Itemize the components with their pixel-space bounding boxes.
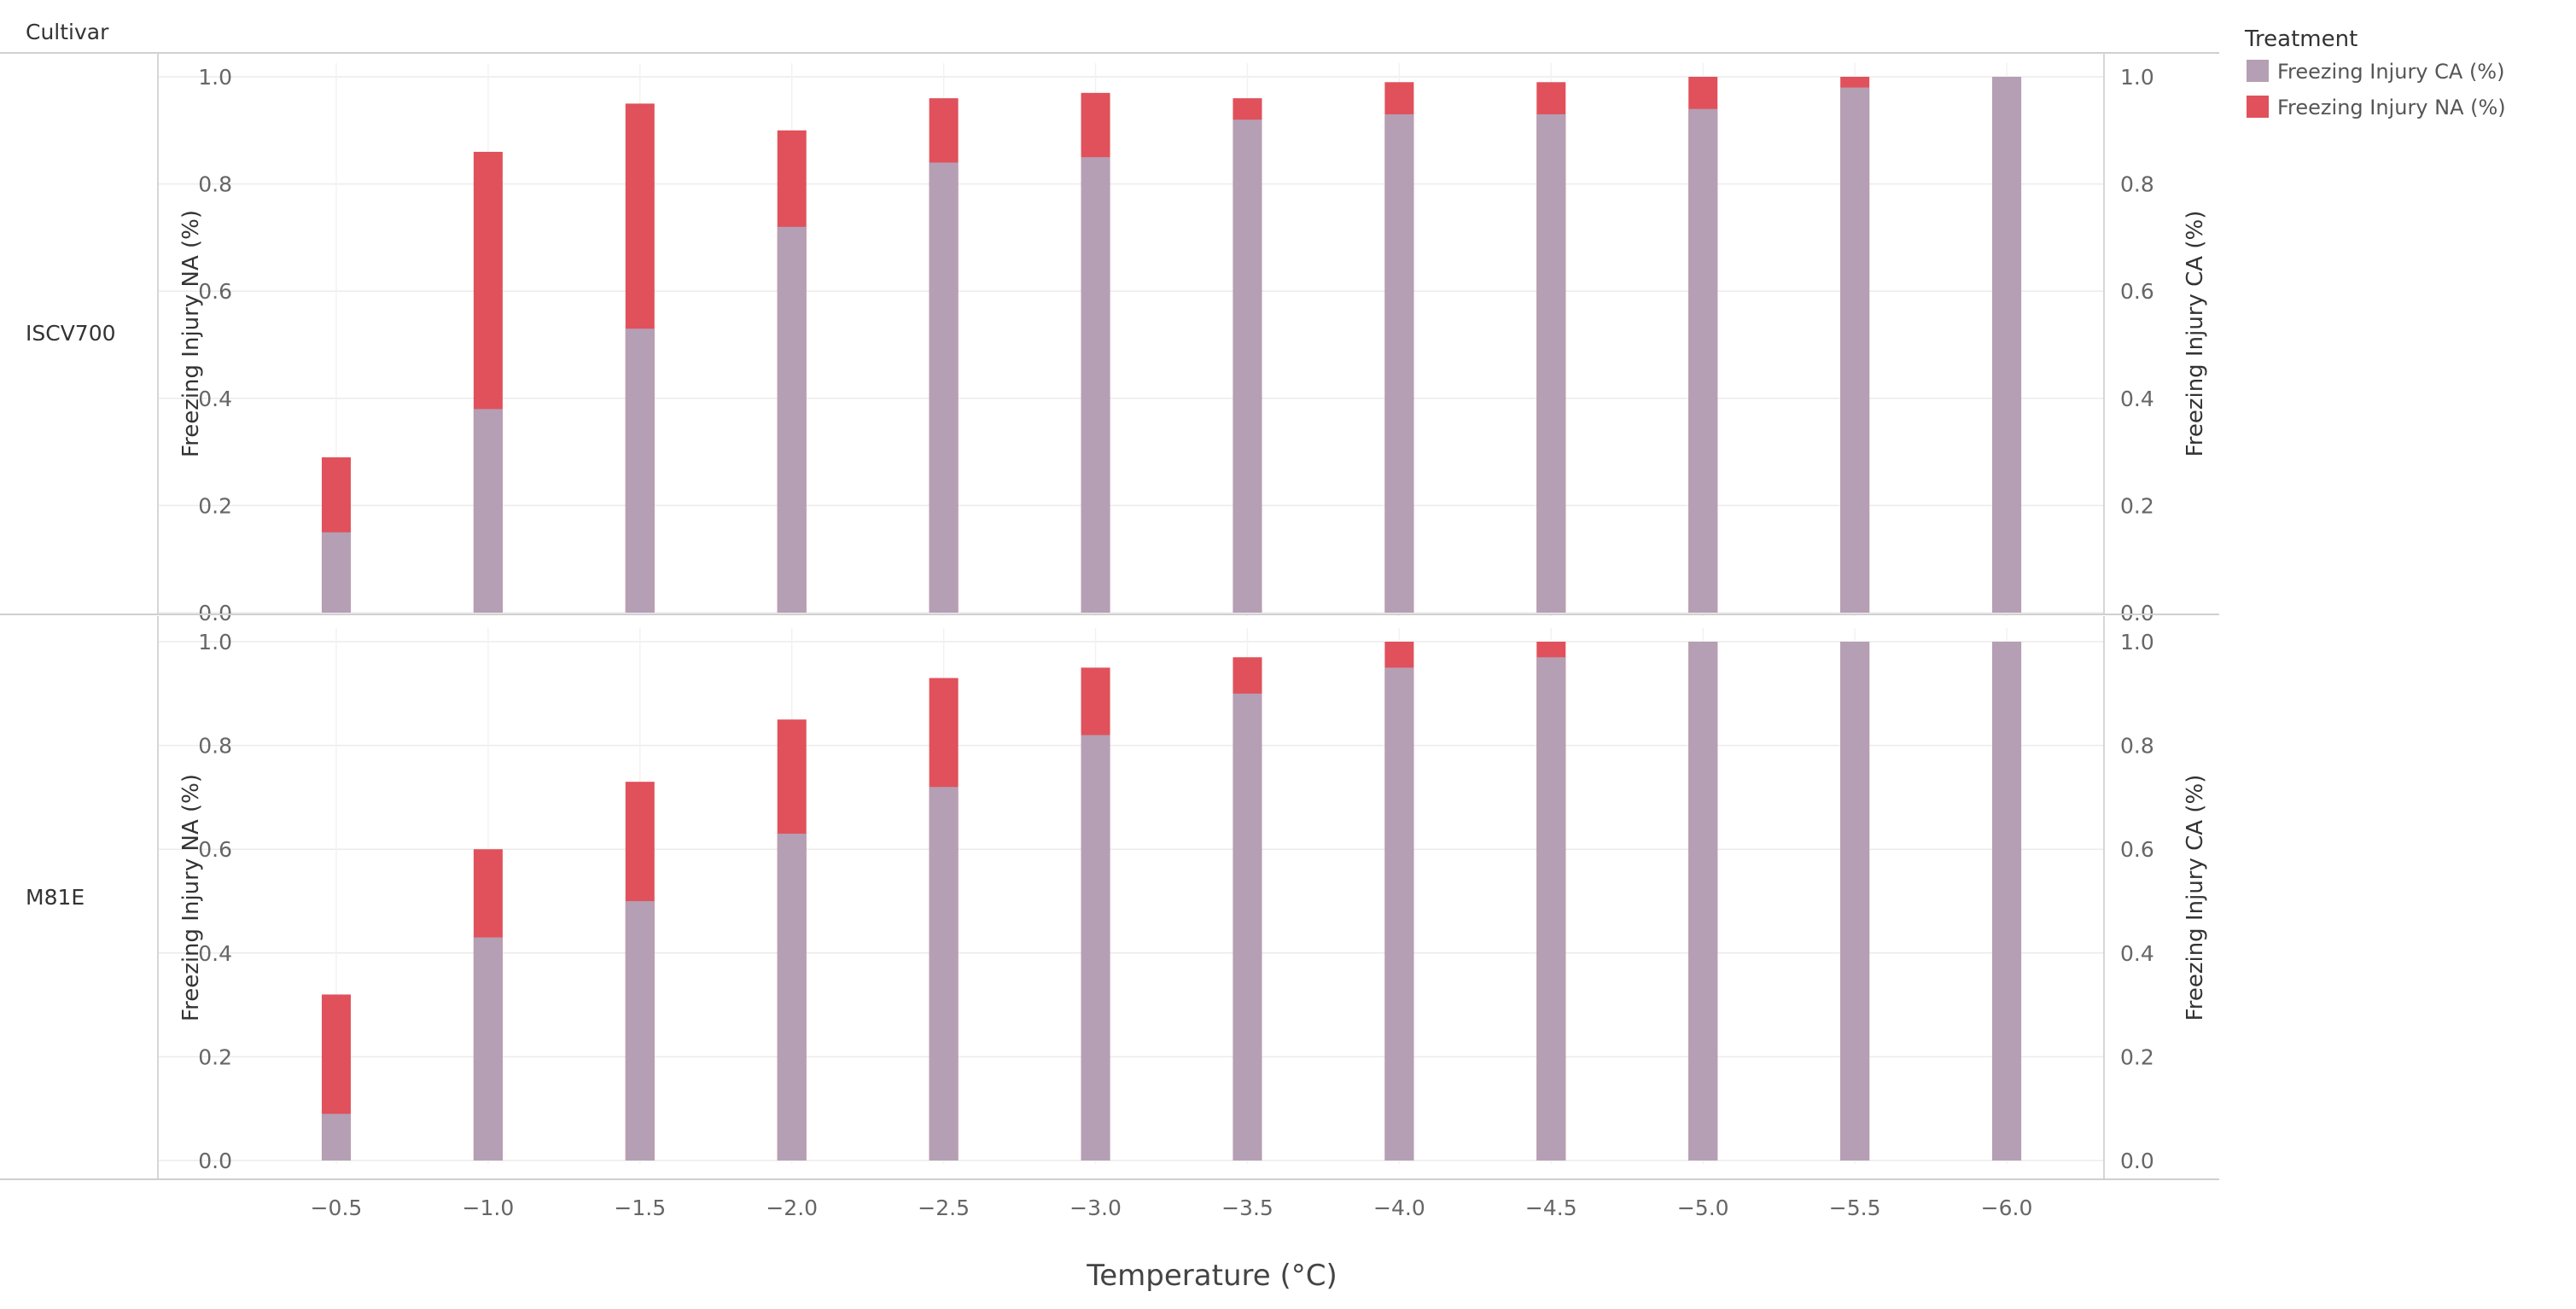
legend: Treatment Freezing Injury CA (%) Freezin… bbox=[2244, 26, 2506, 119]
bar-ca[interactable] bbox=[1536, 113, 1566, 613]
bar-ca[interactable] bbox=[1081, 735, 1110, 1161]
y-tick-label-left: 0.2 bbox=[198, 493, 232, 518]
y-tick-label-right: 0.2 bbox=[2120, 493, 2154, 518]
x-tick-label: −2.0 bbox=[766, 1196, 818, 1220]
panel-m81e: 0.0 0.0 0.2 0.2 0.4 0.4 0.6 0.6 0.8 0.8 1.0 1.0 M81E… bbox=[0, 616, 2219, 1180]
y-tick-label-left: 0.2 bbox=[198, 1044, 232, 1069]
y-tick-label-left: 0.6 bbox=[198, 837, 232, 862]
y-tick-label-right: 1.0 bbox=[2120, 630, 2154, 654]
x-axis-title: Temperature (°C) bbox=[1086, 1259, 1337, 1293]
panel-iscv700: 0.0 0.0 0.2 0.2 0.4 0.4 0.6 0.6 0.8 0.8 1.0 1.0 ISCV… bbox=[0, 53, 2219, 625]
bar-ca[interactable] bbox=[929, 787, 959, 1161]
bar-ca[interactable] bbox=[473, 409, 503, 613]
y-tick-label-right: 0.6 bbox=[2120, 279, 2154, 304]
x-tick-label: −5.5 bbox=[1829, 1196, 1881, 1220]
y-tick-label-left: 0.0 bbox=[198, 1149, 232, 1173]
bar-ca[interactable] bbox=[777, 833, 807, 1161]
y-tick-label-left: 1.0 bbox=[198, 630, 232, 654]
y-tick-label-left: 0.6 bbox=[198, 279, 232, 304]
bar-ca[interactable] bbox=[321, 1114, 351, 1161]
x-tick-label: −2.5 bbox=[918, 1196, 970, 1220]
x-axis: −0.5 −1.0 −1.5 −2.0 −2.5 −3.0 −3.5 −4.0 −4.5 −5.0… bbox=[311, 1196, 2033, 1220]
x-tick-label: −4.0 bbox=[1373, 1196, 1425, 1220]
x-tick-label: −3.0 bbox=[1069, 1196, 1122, 1220]
bar-ca[interactable] bbox=[1536, 657, 1566, 1161]
y-tick-label-left: 0.8 bbox=[198, 734, 232, 759]
bar-ca[interactable] bbox=[1384, 667, 1414, 1161]
bar-ca[interactable] bbox=[1081, 157, 1110, 613]
bar-ca[interactable] bbox=[1840, 87, 1870, 613]
x-tick-label: −3.5 bbox=[1221, 1196, 1273, 1220]
y-tick-label-right: 1.0 bbox=[2120, 65, 2154, 90]
y-tick-label-left: 0.4 bbox=[198, 941, 232, 966]
legend-label-ca[interactable]: Freezing Injury CA (%) bbox=[2277, 60, 2504, 84]
row-label-cultivar: ISCV700 bbox=[26, 321, 116, 346]
y-tick-label-right: 0.0 bbox=[2120, 1149, 2154, 1173]
bar-ca[interactable] bbox=[1840, 642, 1870, 1161]
bar-ca[interactable] bbox=[625, 329, 655, 613]
bar-ca[interactable] bbox=[1233, 693, 1262, 1161]
y-tick-label-left: 0.4 bbox=[198, 387, 232, 411]
bar-ca[interactable] bbox=[777, 226, 807, 613]
y-tick-label-right: 0.6 bbox=[2120, 837, 2154, 862]
y-tick-label-right: 0.0 bbox=[2120, 601, 2154, 625]
bar-ca[interactable] bbox=[625, 901, 655, 1161]
x-tick-label: −6.0 bbox=[1981, 1196, 2033, 1220]
bar-ca[interactable] bbox=[1992, 642, 2022, 1161]
bar-ca[interactable] bbox=[321, 532, 351, 613]
x-tick-label: −4.5 bbox=[1525, 1196, 1577, 1220]
y-tick-label-right: 0.2 bbox=[2120, 1044, 2154, 1069]
y-axis-title-right: Freezing Injury CA (%) bbox=[2183, 211, 2208, 457]
bar-ca[interactable] bbox=[1688, 642, 1718, 1161]
x-tick-label: −0.5 bbox=[311, 1196, 363, 1220]
y-axis-title-left: Freezing Injury NA (%) bbox=[178, 210, 204, 457]
y-tick-label-left: 0.8 bbox=[198, 172, 232, 197]
y-axis-title-right: Freezing Injury CA (%) bbox=[2183, 775, 2208, 1021]
row-label-cultivar: M81E bbox=[26, 885, 85, 910]
x-tick-label: −1.5 bbox=[614, 1196, 666, 1220]
x-tick-label: −5.0 bbox=[1677, 1196, 1729, 1220]
bar-ca[interactable] bbox=[1233, 119, 1262, 614]
x-tick-label: −1.0 bbox=[463, 1196, 515, 1220]
y-tick-label-right: 0.4 bbox=[2120, 941, 2154, 966]
legend-swatch-ca bbox=[2247, 60, 2269, 82]
bar-ca[interactable] bbox=[1688, 108, 1718, 614]
bar-ca[interactable] bbox=[1384, 113, 1414, 613]
y-tick-label-left: 1.0 bbox=[198, 65, 232, 90]
y-tick-label-right: 0.8 bbox=[2120, 172, 2154, 197]
bar-ca[interactable] bbox=[929, 162, 959, 614]
bar-ca[interactable] bbox=[1992, 77, 2022, 613]
legend-title: Treatment bbox=[2244, 26, 2357, 52]
y-tick-label-right: 0.4 bbox=[2120, 387, 2154, 411]
y-tick-label-left: 0.0 bbox=[198, 601, 232, 625]
row-header-label: Cultivar bbox=[26, 20, 109, 44]
y-axis-title-left: Freezing Injury NA (%) bbox=[178, 774, 204, 1021]
legend-label-na[interactable]: Freezing Injury NA (%) bbox=[2277, 96, 2506, 119]
y-tick-label-right: 0.8 bbox=[2120, 734, 2154, 759]
legend-swatch-na bbox=[2247, 96, 2269, 118]
bar-ca[interactable] bbox=[473, 937, 503, 1161]
